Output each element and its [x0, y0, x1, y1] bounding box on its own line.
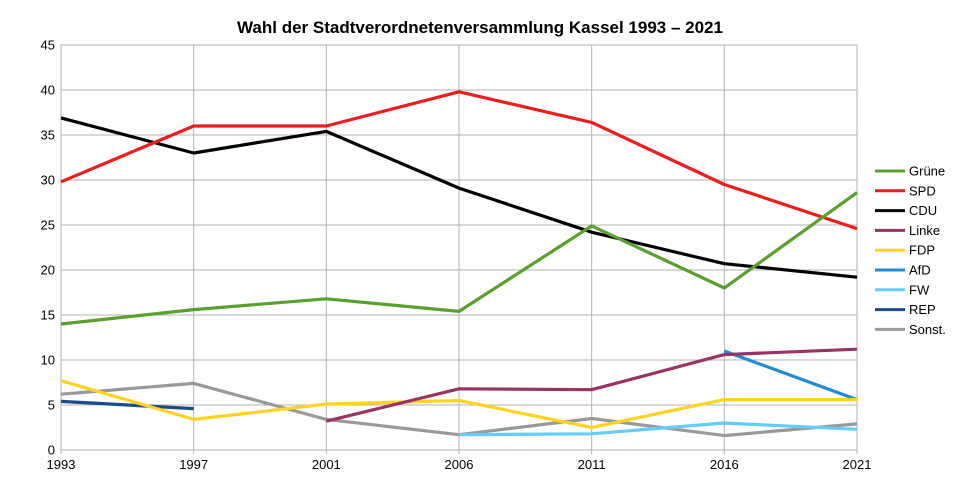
y-tick-label: 25	[41, 218, 55, 233]
y-tick-label: 45	[41, 38, 55, 53]
x-tick-label: 2021	[843, 457, 872, 472]
legend-item: CDU	[875, 203, 937, 218]
legend-label: Linke	[909, 223, 940, 238]
y-tick-label: 0	[48, 443, 55, 458]
legend-label: AfD	[909, 263, 931, 278]
legend-item: Sonst.	[875, 322, 946, 337]
legend-label: SPD	[909, 183, 936, 198]
x-tick-label: 2011	[578, 457, 606, 472]
legend-item: REP	[875, 302, 936, 317]
y-tick-label: 10	[41, 353, 55, 368]
legend-item: AfD	[875, 263, 931, 278]
plot-area	[60, 44, 858, 451]
series-line-fw	[458, 421, 858, 437]
legend-item: Linke	[875, 223, 940, 238]
y-tick-label: 5	[48, 398, 55, 413]
legend-label: CDU	[909, 203, 937, 218]
x-tick-label: 1993	[47, 457, 76, 472]
series-line-cdu	[60, 116, 858, 279]
legend-item: SPD	[875, 183, 936, 198]
series-line-afd	[723, 349, 858, 402]
x-tick-label: 2006	[445, 457, 474, 472]
y-tick-label: 20	[41, 263, 55, 278]
legend-item: Grüne	[875, 164, 945, 179]
y-tick-label: 30	[41, 173, 55, 188]
series-line-linke	[325, 347, 858, 423]
legend-label: REP	[909, 302, 936, 317]
grid	[60, 44, 858, 454]
y-tick-label: 40	[41, 83, 55, 98]
x-tick-label: 1997	[179, 457, 208, 472]
series-line-gr-ne	[60, 191, 858, 326]
legend-label: Sonst.	[909, 322, 946, 337]
legend: Grüne SPD CDU Linke FDP AfD FW REP Sonst.	[875, 164, 946, 337]
legend-label: Grüne	[909, 164, 945, 179]
legend-item: FDP	[875, 243, 935, 258]
y-axis-ticks: 0 5 10 15 20 25 30 35 40 45	[41, 38, 55, 458]
legend-item: FW	[875, 282, 930, 297]
y-tick-label: 35	[41, 128, 55, 143]
x-axis-ticks: 1993 1997 2001 2006 2011 2016 2021	[47, 457, 872, 472]
series-line-spd	[60, 90, 858, 231]
legend-label: FW	[909, 282, 930, 297]
legend-label: FDP	[909, 243, 935, 258]
x-tick-label: 2001	[312, 457, 341, 472]
y-tick-label: 15	[41, 308, 55, 323]
chart-title: Wahl der Stadtverordnetenversammlung Kas…	[237, 18, 723, 37]
series-lines	[60, 90, 858, 438]
series-line-fdp	[60, 379, 857, 430]
x-tick-label: 2016	[710, 457, 739, 472]
series-line-rep	[60, 399, 194, 411]
